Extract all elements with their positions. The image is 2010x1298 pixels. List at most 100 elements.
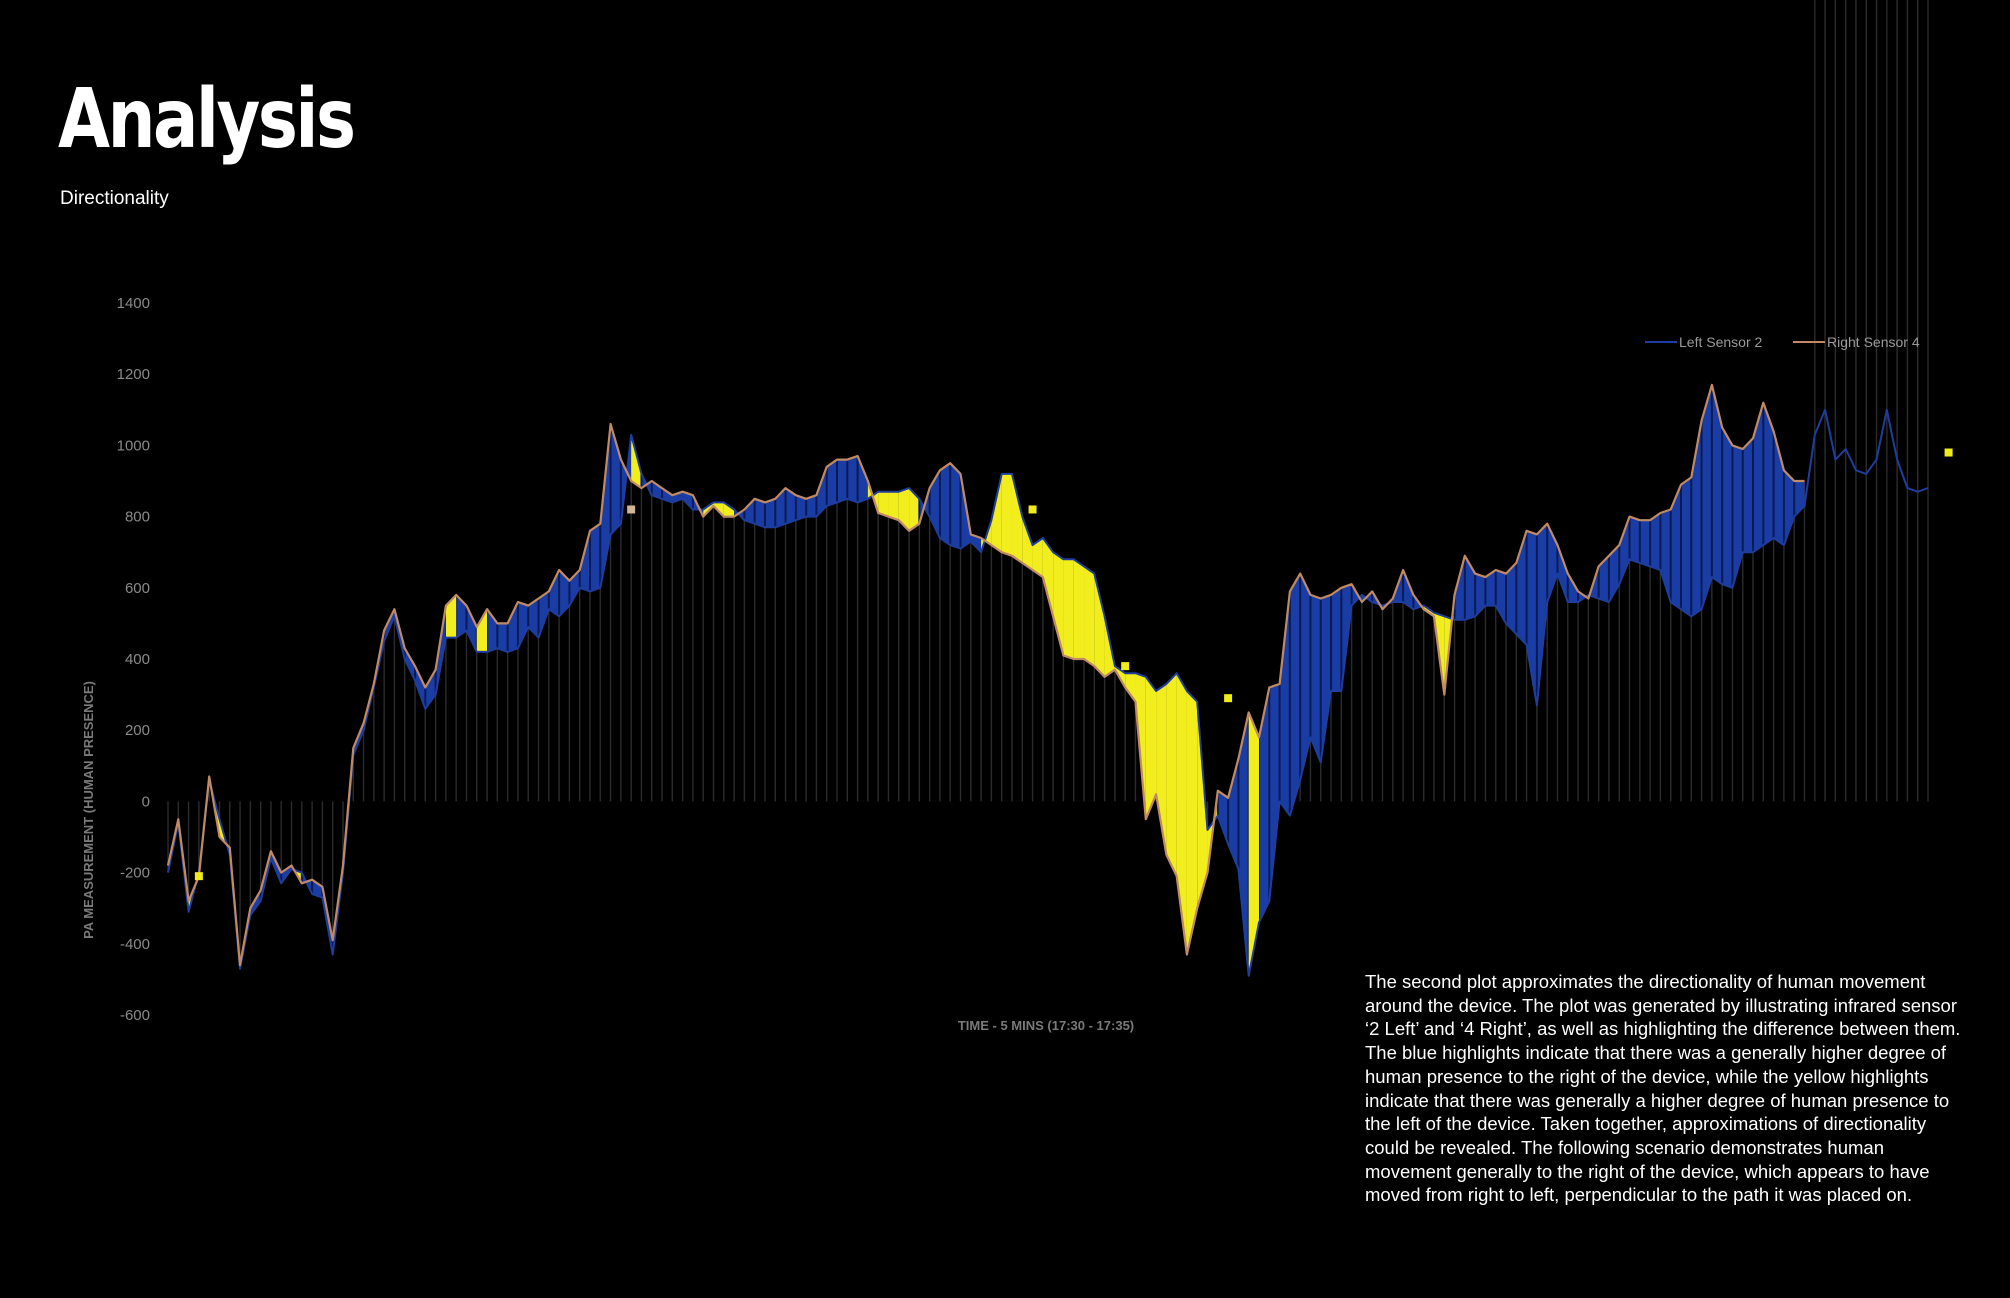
- difference-band: [1217, 790, 1229, 845]
- difference-band: [775, 488, 786, 528]
- difference-band: [1238, 712, 1249, 976]
- difference-band: [517, 602, 529, 649]
- difference-band: [878, 491, 889, 517]
- difference-band: [1742, 438, 1754, 553]
- difference-band: [1063, 559, 1074, 659]
- difference-band: [1310, 594, 1321, 763]
- difference-band: [466, 605, 477, 652]
- y-tick-label: -400: [120, 936, 150, 953]
- difference-band: [1011, 473, 1023, 563]
- difference-band: [909, 488, 920, 531]
- highlight-marker: [1028, 505, 1037, 514]
- difference-band: [528, 598, 539, 638]
- y-axis-ticks: 1400 1200 1000 800 600 400 200 0 -200 -400 -600: [117, 295, 150, 1024]
- difference-band: [1629, 516, 1640, 563]
- difference-band: [950, 463, 961, 549]
- difference-band: [1331, 587, 1342, 692]
- time-gridlines: [167, 0, 1929, 976]
- difference-band: [1650, 513, 1661, 570]
- difference-band: [847, 456, 858, 503]
- difference-band: [1042, 537, 1054, 617]
- difference-band: [1753, 402, 1764, 553]
- difference-band: [312, 879, 323, 898]
- highlight-marker: [194, 872, 203, 881]
- y-tick-label: 400: [125, 651, 150, 668]
- difference-band: [744, 498, 755, 524]
- difference-band: [1454, 555, 1465, 620]
- difference-band: [1711, 384, 1723, 585]
- difference-band: [1732, 445, 1743, 588]
- y-tick-label: 1200: [117, 366, 150, 383]
- difference-band: [548, 570, 560, 617]
- left-higher-highlight: [1248, 712, 1259, 976]
- difference-band: [672, 491, 683, 503]
- difference-band: [806, 495, 817, 517]
- difference-band: [538, 591, 549, 638]
- difference-band: [1300, 573, 1311, 781]
- difference-band: [816, 466, 827, 517]
- difference-band: [970, 534, 982, 553]
- difference-band: [1680, 477, 1692, 617]
- difference-band: [1516, 530, 1527, 645]
- difference-band: [1557, 545, 1568, 603]
- difference-band: [1289, 573, 1301, 816]
- y-tick-label: 0: [142, 793, 150, 810]
- y-tick-label: -600: [120, 1007, 150, 1024]
- difference-band: [456, 594, 467, 638]
- highlight-marker: [1224, 694, 1233, 703]
- difference-band: [1475, 573, 1486, 617]
- chart-legend: Left Sensor 2 Right Sensor 4: [1645, 334, 1920, 350]
- difference-band: [415, 666, 426, 709]
- left-sensor-line: [167, 408, 1929, 977]
- highlight-marker: [1944, 448, 1953, 457]
- highlight-markers: [194, 448, 1953, 881]
- difference-band: [1567, 573, 1579, 603]
- difference-band: [764, 498, 776, 528]
- difference-band: [939, 463, 951, 546]
- difference-band: [991, 473, 1002, 553]
- difference-band: [723, 502, 735, 517]
- difference-band: [1073, 559, 1085, 659]
- description-paragraph: The second plot approximates the directi…: [1365, 971, 1961, 1206]
- difference-band: [682, 491, 693, 510]
- x-axis-label: TIME - 5 MINS (17:30 - 17:35): [958, 1018, 1134, 1033]
- difference-band: [785, 488, 796, 524]
- difference-band: [487, 609, 498, 652]
- difference-band: [1403, 570, 1414, 610]
- difference-band: [1619, 516, 1630, 585]
- difference-band: [1506, 562, 1517, 635]
- difference-band: [579, 530, 590, 592]
- difference-band: [404, 648, 416, 681]
- y-tick-label: 1000: [117, 437, 150, 454]
- highlight-marker: [1121, 662, 1130, 671]
- difference-band: [589, 523, 601, 592]
- difference-band: [1032, 537, 1043, 578]
- difference-band: [1526, 530, 1537, 706]
- difference-band: [1536, 523, 1548, 706]
- difference-band: [1495, 570, 1507, 624]
- difference-band: [1001, 473, 1012, 556]
- difference-band: [559, 570, 570, 617]
- difference-band: [1084, 566, 1095, 667]
- y-tick-label: -200: [120, 865, 150, 882]
- difference-band: [1598, 555, 1609, 603]
- difference-band: [826, 459, 838, 506]
- difference-band: [651, 481, 663, 499]
- difference-band: [1166, 673, 1177, 877]
- difference-band: [898, 488, 910, 531]
- difference-band: [1722, 427, 1733, 588]
- difference-band: [1176, 673, 1187, 955]
- left-higher-highlight: [476, 609, 488, 652]
- y-tick-label: 800: [125, 509, 150, 526]
- difference-band: [1269, 683, 1280, 902]
- difference-band: [754, 498, 765, 528]
- left-higher-highlight: [445, 594, 457, 638]
- y-tick-label: 1400: [117, 295, 150, 312]
- page-title: Analysis: [58, 72, 356, 167]
- difference-band: [1660, 509, 1671, 603]
- difference-band: [1701, 384, 1712, 610]
- difference-band: [1094, 573, 1105, 677]
- difference-band: [1783, 470, 1795, 546]
- difference-band: [1197, 701, 1208, 909]
